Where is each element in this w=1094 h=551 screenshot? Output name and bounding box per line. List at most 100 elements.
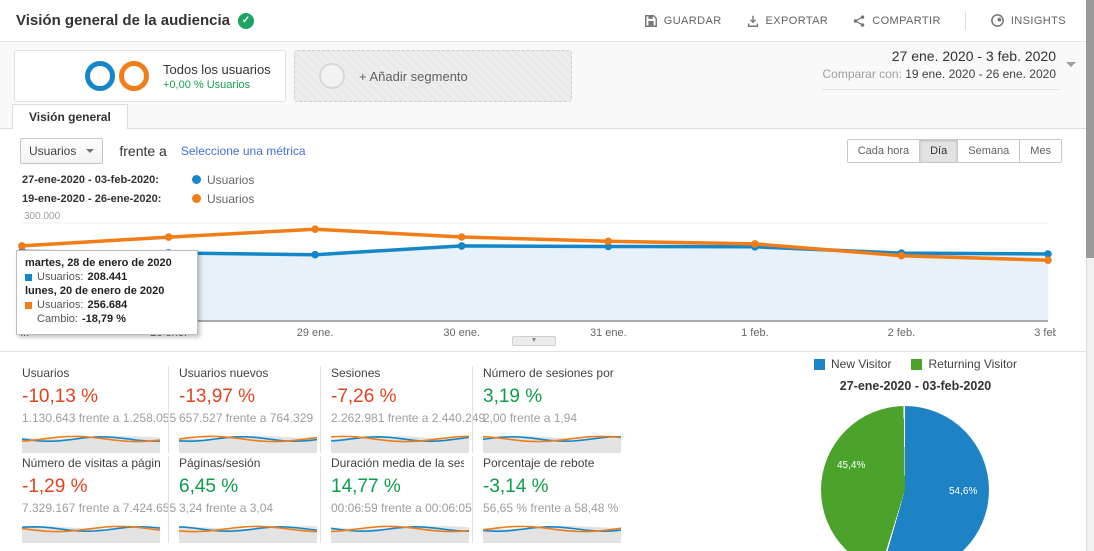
legend-row-current: 27-ene-2020 - 03-feb-2020: Usuarios <box>22 172 255 187</box>
segment-all-users[interactable]: Todos los usuarios +0,00 % Usuarios <box>14 50 286 102</box>
metric-title: Usuarios <box>22 366 70 380</box>
scrollbar-thumb[interactable] <box>1086 0 1094 258</box>
chart-legend: 27-ene-2020 - 03-feb-2020: Usuarios 19-e… <box>22 171 254 209</box>
pie-label-returning-visitor: 45,4% <box>837 460 866 471</box>
save-icon <box>644 14 657 27</box>
legend-row-previous: 19-ene-2020 - 26-ene-2020: Usuarios <box>22 191 255 206</box>
svg-text:300.000: 300.000 <box>24 211 61 222</box>
blue-ring-icon <box>85 61 115 91</box>
actions-divider <box>964 11 966 30</box>
date-range-primary: 27 ene. 2020 - 3 feb. 2020 <box>891 48 1056 64</box>
svg-text:29 ene.: 29 ene. <box>297 327 334 337</box>
legend-new-visitor: New Visitor <box>814 357 891 371</box>
metric-title: Páginas/sesión <box>179 456 261 470</box>
header-actions: GUARDAR EXPORTAR COMPARTIR INSIGHTS <box>644 11 1066 30</box>
metric-sparkline <box>331 519 469 543</box>
metric-comparison: 2,00 frente a 1,94 <box>483 411 578 425</box>
save-button[interactable]: GUARDAR <box>644 14 722 28</box>
metric-card: Duración media de la sesión 14,77 % 00:06:… <box>320 456 472 543</box>
metric-sparkline <box>483 519 621 543</box>
chevron-down-icon <box>1066 62 1076 67</box>
metric-comparison: 1.130.643 frente a 1.258.055 <box>22 411 177 425</box>
verified-check-icon: ✓ <box>237 12 254 29</box>
blue-square-icon <box>25 273 32 281</box>
metric-comparison: 3,24 frente a 3,04 <box>179 501 274 515</box>
download-icon <box>747 15 758 27</box>
granularity-día[interactable]: Día <box>920 139 959 163</box>
legend-returning-visitor: Returning Visitor <box>911 357 1017 371</box>
metric-sparkline <box>331 429 469 453</box>
metric-select[interactable]: Usuarios <box>20 138 104 164</box>
page-title: Visión general de la audiencia ✓ <box>16 12 254 29</box>
metric-card: Número de sesiones por usuario 3,19 % 2,00… <box>472 366 624 453</box>
add-segment-button[interactable]: + Añadir segmento <box>294 50 572 102</box>
svg-text:2 feb.: 2 feb. <box>888 327 916 337</box>
metric-percent: -1,29 % <box>22 476 88 497</box>
pie-title: 27-ene-2020 - 03-feb-2020 <box>839 379 992 393</box>
select-metric-link[interactable]: Seleccione una métrica <box>180 144 306 158</box>
svg-text:1 feb.: 1 feb. <box>741 327 769 337</box>
metric-percent: 3,19 % <box>483 386 543 407</box>
svg-text:31 ene.: 31 ene. <box>590 327 627 337</box>
metric-percent: -7,26 % <box>331 386 397 407</box>
blue-dot-icon <box>192 175 201 184</box>
chart-collapse-handle[interactable]: ▼ <box>512 336 556 346</box>
metric-sparkline <box>483 429 621 453</box>
vs-label: frente a <box>119 143 167 159</box>
share-icon <box>854 14 865 27</box>
segment-rings-icon <box>85 61 149 91</box>
metric-percent: 6,45 % <box>179 476 239 497</box>
metric-title: Número de sesiones por usuario <box>483 366 616 380</box>
tab-vision-general[interactable]: Visión general <box>12 104 128 129</box>
visitor-pie-block: New Visitor Returning Visitor 27-ene-202… <box>745 352 1086 551</box>
metric-percent: -10,13 % <box>22 386 99 407</box>
insights-icon <box>990 14 1004 27</box>
segment-subtitle: +0,00 % Usuarios <box>163 78 251 91</box>
metric-comparison: 657.527 frente a 764.329 <box>179 411 314 425</box>
export-button[interactable]: EXPORTAR <box>746 14 829 28</box>
top-bar: Visión general de la audiencia ✓ GUARDAR… <box>0 0 1086 42</box>
chevron-down-icon <box>86 149 95 153</box>
pie-label-new-visitor: 54,6% <box>949 486 978 497</box>
date-range-selector[interactable]: 27 ene. 2020 - 3 feb. 2020 Comparar con:… <box>822 48 1076 90</box>
metric-sparkline <box>22 429 160 453</box>
metric-title: Número de visitas a páginas <box>22 456 160 470</box>
metric-card: Sesiones -7,26 % 2.262.981 frente a 2.440.… <box>320 366 485 453</box>
pie-legend: New Visitor Returning Visitor <box>745 357 1086 371</box>
svg-text:3 feb.: 3 feb. <box>1034 327 1056 337</box>
share-button[interactable]: COMPARTIR <box>852 14 941 28</box>
granularity-cada-hora[interactable]: Cada hora <box>846 139 921 163</box>
orange-ring-icon <box>119 61 149 91</box>
metric-comparison: 7.329.167 frente a 7.424.655 <box>22 501 177 515</box>
green-square-icon <box>911 358 923 370</box>
metric-percent: -13,97 % <box>179 386 256 407</box>
metrics-row-1: Usuarios -10,13 % 1.130.643 frente a 1.258… <box>16 366 624 453</box>
metric-card: Usuarios nuevos -13,97 % 657.527 frente a … <box>168 366 320 453</box>
ghost-ring-icon <box>319 63 345 89</box>
blue-square-icon <box>814 358 826 370</box>
metric-title: Duración media de la sesión <box>331 456 464 470</box>
granularity-mes[interactable]: Mes <box>1020 139 1062 163</box>
visitor-pie-chart[interactable]: 54,6% 45,4% <box>821 406 989 551</box>
insights-button[interactable]: INSIGHTS <box>990 13 1066 28</box>
metric-title: Sesiones <box>331 366 381 380</box>
page-title-text: Visión general de la audiencia <box>16 12 230 29</box>
metric-sparkline <box>179 519 317 543</box>
chart-panel: Usuarios frente a Seleccione una métrica… <box>0 128 1086 352</box>
date-range-compare: Comparar con: 19 ene. 2020 - 26 ene. 202… <box>822 67 1056 81</box>
metric-sparkline <box>22 519 160 543</box>
metric-percent: -3,14 % <box>483 476 549 497</box>
granularity-button-group: Cada hora Día Semana Mes <box>846 139 1062 163</box>
orange-dot-icon <box>192 194 201 203</box>
metric-card: Número de visitas a páginas -1,29 % 7.329.… <box>16 456 177 543</box>
scrollbar-track[interactable] <box>1086 0 1094 551</box>
metric-card: Páginas/sesión 6,45 % 3,24 frente a 3,04 <box>168 456 320 543</box>
segment-title: Todos los usuarios <box>163 61 271 77</box>
metric-sparkline <box>179 429 317 453</box>
orange-square-icon <box>25 301 32 309</box>
metric-comparison: 56,65 % frente a 58,48 % <box>483 501 619 515</box>
metrics-row-2: Número de visitas a páginas -1,29 % 7.329.… <box>16 456 624 543</box>
metric-percent: 14,77 % <box>331 476 401 497</box>
granularity-semana[interactable]: Semana <box>958 139 1021 163</box>
